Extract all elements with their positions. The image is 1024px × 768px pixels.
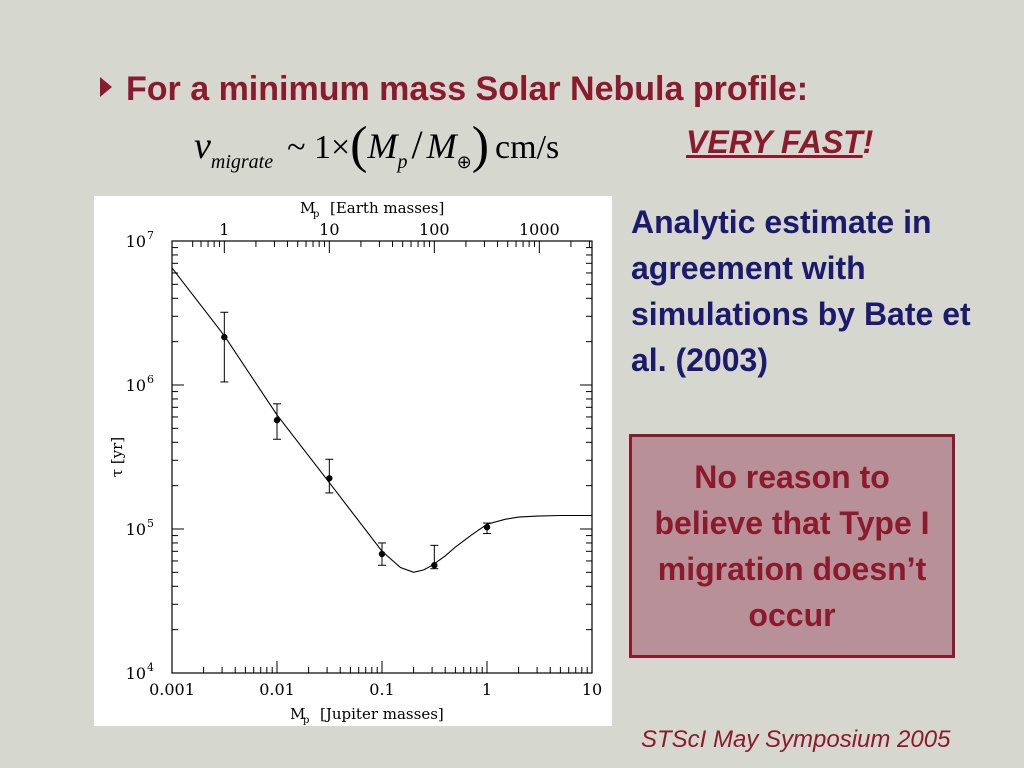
footer-text: STScI May Symposium 2005 — [641, 726, 951, 753]
y-tick-exponent: 5 — [147, 517, 154, 530]
formula-unit: cm/s — [495, 129, 560, 166]
top-axis-label: [Earth masses] — [330, 199, 444, 217]
formula-v-subscript: migrate — [210, 151, 274, 173]
formula-relation: ~ 1× — [287, 129, 351, 166]
x-tick-label: 0.1 — [369, 680, 394, 699]
formula-slash: / — [411, 122, 423, 167]
y-tick-exponent: 4 — [147, 661, 154, 674]
x-tick-label: 0.01 — [259, 680, 295, 699]
plot-frame — [171, 240, 593, 674]
migration-velocity-formula: vmigrate ~ 1×(Mp / M⊕) cm/s — [194, 112, 560, 174]
very-fast-text: VERY FAST — [686, 124, 863, 160]
formula-earth-symbol: ⊕ — [456, 152, 472, 172]
note-box: No reason to believe that Type I migrati… — [629, 434, 955, 658]
formula-v: v — [194, 125, 211, 167]
top-tick-label: 1 — [219, 220, 229, 239]
y-tick-exponent: 7 — [147, 229, 154, 242]
top-tick-label: 100 — [419, 220, 450, 239]
data-point — [431, 562, 438, 569]
x-tick-label: 10 — [582, 680, 602, 699]
y-tick-exponent: 6 — [147, 373, 154, 386]
x-tick-label: 1 — [482, 680, 492, 699]
y-tick-label: 10 — [126, 232, 146, 251]
data-point — [326, 475, 333, 482]
x-axis-label-subscript: p — [303, 715, 309, 726]
data-point — [221, 333, 228, 341]
formula-close-paren: ) — [471, 117, 490, 174]
top-tick-label: 1000 — [519, 220, 560, 239]
bullet-arrow-icon — [100, 77, 112, 98]
data-point — [378, 550, 386, 558]
formula-mass-planet: M — [367, 126, 398, 166]
top-axis-label-subscript: p — [313, 209, 319, 220]
data-point — [273, 416, 281, 424]
note-text: No reason to believe that Type I migrati… — [654, 459, 930, 633]
formula-mass-planet-subscript: p — [397, 151, 408, 173]
formula-open-paren: ( — [350, 117, 368, 174]
data-point — [483, 523, 491, 531]
slide-heading: For a minimum mass Solar Nebula profile: — [100, 70, 808, 109]
y-axis-label: τ [yr] — [108, 437, 126, 477]
top-axis-label-symbol: M — [300, 199, 315, 217]
x-axis-label-symbol: M — [290, 705, 305, 723]
y-tick-label: 10 — [126, 520, 146, 539]
model-curve — [171, 267, 592, 573]
very-fast-label: VERY FAST! — [686, 124, 873, 161]
y-tick-label: 10 — [126, 664, 146, 683]
very-fast-bang: ! — [862, 124, 874, 160]
y-tick-label: 10 — [126, 376, 146, 395]
top-tick-label: 10 — [319, 220, 339, 239]
analytic-estimate-text: Analytic estimate in agreement with simu… — [631, 204, 971, 378]
heading-text: For a minimum mass Solar Nebula profile: — [126, 70, 809, 108]
x-tick-label: 0.001 — [149, 680, 195, 699]
x-axis-label: [Jupiter masses] — [320, 705, 444, 723]
formula-mass-earth: M — [426, 126, 457, 166]
